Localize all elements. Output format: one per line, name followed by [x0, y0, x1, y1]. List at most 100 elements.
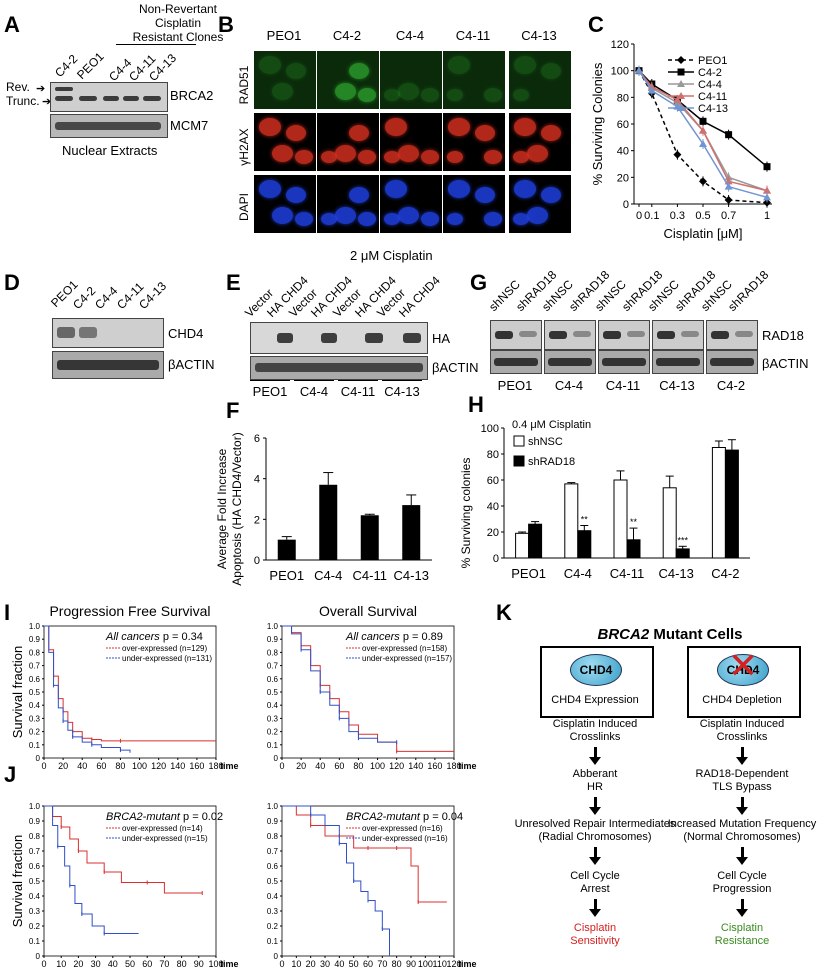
x-tick-label: 40 [77, 761, 87, 771]
blot-rad18 [544, 320, 596, 350]
y-tick-label: 0.3 [267, 907, 279, 916]
x-tick-label: 160 [189, 761, 204, 771]
protein-label: MCM7 [170, 118, 209, 133]
legend-label: PEO1 [698, 55, 727, 67]
survival-curve [44, 805, 139, 934]
chart-annotation: All cancers p = 0.89 [345, 631, 443, 643]
rev-label: Rev. [6, 80, 30, 94]
cell-nucleus [421, 88, 439, 102]
y-tick-label: 0 [254, 555, 260, 567]
lane-label: shRAD18 [724, 267, 771, 314]
chart-i-left: 0 0.1 0.2 0.3 0.4 0.5 0.6 0.7 0.8 0.9 1.0 0 20 40 60 80… [10, 603, 239, 771]
data-point [647, 86, 656, 94]
micrograph [508, 174, 572, 234]
arrow-shaft [740, 797, 744, 807]
panel-label-g: G [470, 270, 488, 295]
column-label: C4-2 [332, 28, 362, 43]
chart-j-left: 0 0.1 0.2 0.3 0.4 0.5 0.6 0.7 0.8 0.9 1.0 0 10 20 30 40… [10, 802, 239, 968]
cell-nucleus [334, 206, 356, 224]
x-tick-label: 10 [56, 959, 66, 968]
legend-label: shNSC [528, 436, 563, 448]
flow-step: Cisplatin Induced [552, 718, 638, 730]
cell-nucleus [475, 125, 495, 141]
arrow-icon: ➔ [42, 96, 52, 108]
data-point [763, 198, 771, 207]
group-label: C4-11 [605, 378, 641, 393]
y-tick-label: 0.6 [29, 862, 41, 871]
cell-nucleus [421, 150, 439, 164]
cell-nucleus [513, 151, 529, 163]
band [603, 331, 621, 339]
x-axis-label: Cisplatin [μM] [663, 226, 742, 241]
band [735, 331, 753, 337]
x-tick-label: 0.5 [695, 210, 710, 222]
bar [360, 515, 379, 560]
y-tick-label: 0.4 [29, 701, 41, 710]
arrow-shaft [593, 847, 597, 857]
micrograph [253, 112, 317, 172]
flowchart-title: BRCA2 Mutant Cells [597, 626, 743, 643]
blot-rad18 [706, 320, 758, 350]
legend-label: C4-2 [698, 67, 722, 79]
micrograph [316, 112, 380, 172]
x-tick-label: 160 [427, 761, 442, 771]
blot-actin-g [490, 350, 542, 374]
x-tick-label: 80 [353, 761, 363, 771]
y-tick-label: 0.5 [29, 877, 41, 886]
x-tick-label: 100 [208, 959, 223, 968]
y-tick-label: 0.2 [29, 728, 41, 737]
cell-nucleus [513, 213, 529, 225]
bar [515, 532, 530, 559]
category-label: C4-11 [610, 566, 644, 581]
arrow-down-icon [589, 807, 601, 815]
x-tick-label: 40 [334, 959, 344, 968]
y-tick-label: 0.5 [267, 688, 279, 697]
x-tick-label: 70 [159, 959, 169, 968]
cell-nucleus [295, 212, 313, 226]
group-label: C4-11 [340, 384, 376, 399]
blot-rad18 [490, 320, 542, 350]
y-tick-label: 0.9 [267, 817, 279, 826]
band [627, 331, 645, 337]
bar [662, 487, 677, 559]
column-label: C4-11 [455, 28, 491, 43]
micrograph [508, 50, 572, 110]
cell-nucleus [484, 212, 502, 226]
cell-nucleus [295, 150, 313, 164]
y-tick-label: 0.8 [29, 832, 41, 841]
bar [277, 539, 296, 560]
data-point [724, 182, 733, 190]
x-tick-label: 80 [392, 959, 402, 968]
flow-step: Arrest [580, 883, 610, 895]
y-tick-label: 0.6 [267, 862, 279, 871]
data-point [725, 131, 733, 139]
panel-b-footer: 2 μM Cisplatin [350, 248, 433, 263]
cell-nucleus [541, 125, 561, 141]
survival-curve [282, 805, 390, 956]
band [711, 331, 729, 339]
y-axis-label: Survival fraction [10, 835, 25, 927]
panel-label-d: D [4, 270, 20, 295]
y-tick-label: 0.1 [29, 741, 41, 750]
category-label: PEO1 [269, 568, 304, 583]
legend-label: under-expressed (n=15) [122, 834, 208, 843]
chart-annotation: All cancers p = 0.34 [105, 631, 203, 643]
flow-step: Crosslinks [569, 731, 621, 743]
flow-step: Crosslinks [716, 731, 768, 743]
arrow-down-icon [589, 909, 601, 917]
x-tick-label: 10 [291, 959, 301, 968]
chart-f: 0 2 4 6 PEO1 C4-4 C4-11 C4-13 Average Fold Incre… [215, 432, 432, 586]
cell-nucleus [358, 150, 376, 164]
x-tick-label: 80 [115, 761, 125, 771]
x-tick-label: 20 [306, 959, 316, 968]
x-axis-label: time [458, 761, 477, 771]
legend-label: shRAD18 [528, 456, 575, 468]
cell-nucleus [286, 125, 306, 141]
y-tick-label: 120 [611, 39, 629, 51]
flow-step: TLS Bypass [712, 781, 772, 793]
x-tick-label: 30 [91, 959, 101, 968]
cell-nucleus [259, 180, 281, 198]
series-line [638, 70, 768, 199]
x-tick-label: 90 [194, 959, 204, 968]
y-tick-label: 0 [623, 199, 629, 211]
